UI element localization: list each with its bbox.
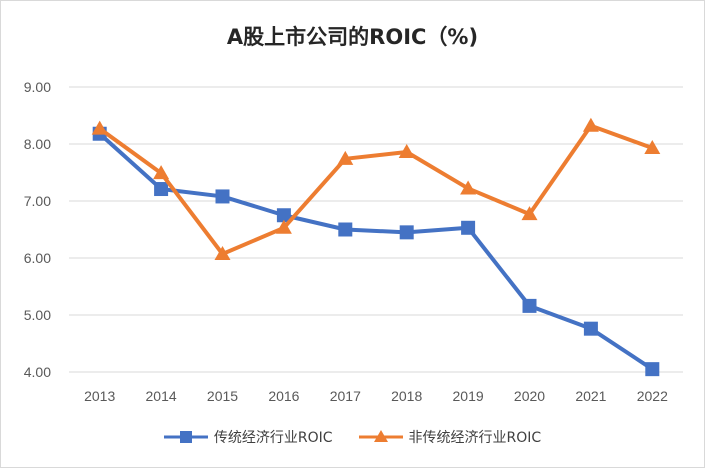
legend-item-series-2: 非传统经济行业ROIC [358,427,542,447]
legend-marker-square-icon [163,431,208,443]
legend: 传统经济行业ROIC 非传统经济行业ROIC [1,427,704,447]
series-line-2 [98,123,653,257]
data-point-series-2 [214,246,231,261]
legend-label-series-2: 非传统经济行业ROIC [408,430,542,446]
data-point-series-2 [153,165,170,180]
x-tick-label: 2020 [514,388,545,404]
legend-item-series-1: 传统经济行业ROIC [163,427,333,447]
y-tick-label: 8.00 [24,136,51,152]
x-tick-label: 2018 [391,388,422,404]
data-point-series-2 [275,219,292,234]
data-point-series-2 [644,139,661,154]
y-tick-label: 6.00 [24,250,51,266]
y-tick-label: 9.00 [24,79,51,95]
data-point-series-1 [154,182,169,197]
data-point-series-2 [337,150,354,165]
series-line-1 [98,132,654,371]
data-point-series-1 [522,298,537,313]
chart-title: A股上市公司的ROIC（%) [226,25,479,49]
y-tick-label: 5.00 [24,307,51,323]
x-tick-label: 2016 [268,388,299,404]
x-tick-label: 2017 [330,388,361,404]
legend-marker-triangle-icon [358,430,403,442]
y-tick-label: 4.00 [24,364,51,380]
x-tick-label: 2013 [84,388,115,404]
x-tick-label: 2021 [575,388,606,404]
data-point-series-2 [91,120,108,135]
data-point-series-1 [399,225,414,240]
y-tick-label: 7.00 [24,193,51,209]
legend-label-series-1: 传统经济行业ROIC [213,430,333,446]
data-point-series-2 [582,117,599,132]
data-point-series-1 [645,362,660,377]
x-tick-label: 2014 [146,388,177,404]
x-tick-label: 2022 [637,388,668,404]
data-point-series-1 [338,222,353,237]
data-point-series-1 [461,220,476,235]
data-point-series-1 [583,321,598,336]
data-point-series-2 [460,180,477,195]
x-tick-label: 2015 [207,388,238,404]
data-point-series-1 [276,208,291,223]
data-point-series-2 [521,206,538,221]
data-point-series-1 [215,189,230,204]
x-tick-label: 2019 [453,388,484,404]
data-point-series-2 [398,143,415,158]
